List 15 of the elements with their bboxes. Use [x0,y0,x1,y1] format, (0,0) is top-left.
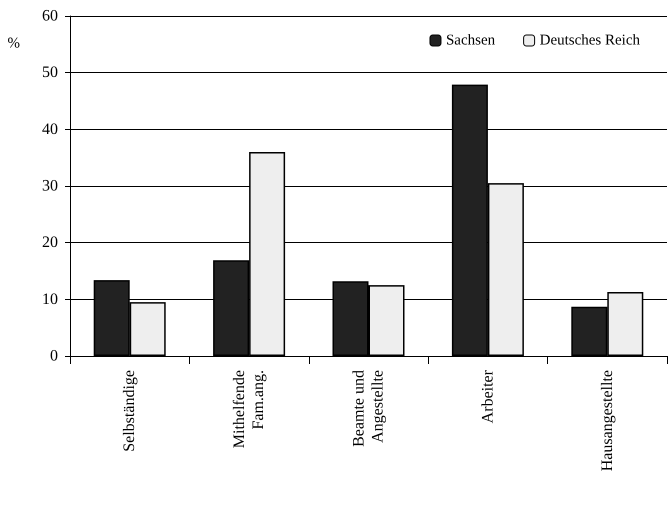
x-tick-label: Beamte und Angestellte [350,370,386,447]
x-tick-label: Hausangestellte [598,370,616,472]
y-tick-label: 60 [42,8,58,24]
y-tick-label: 50 [42,64,58,82]
legend-label: Deutsches Reich [540,32,640,48]
y-tick-label: 20 [42,234,58,252]
x-tick-label: Selbständige [121,370,138,452]
y-tick-label: 10 [42,290,58,308]
y-tick-label: 30 [42,178,58,194]
x-tick-label: Mithelfende Fam.ang. [231,370,268,448]
y-tick-label: 40 [42,120,58,138]
legend-label: Sachsen [446,32,496,48]
y-tick-label: 0 [50,348,58,364]
y-axis-title: % [8,36,20,52]
x-tick-label: Arbeiter [479,369,496,424]
